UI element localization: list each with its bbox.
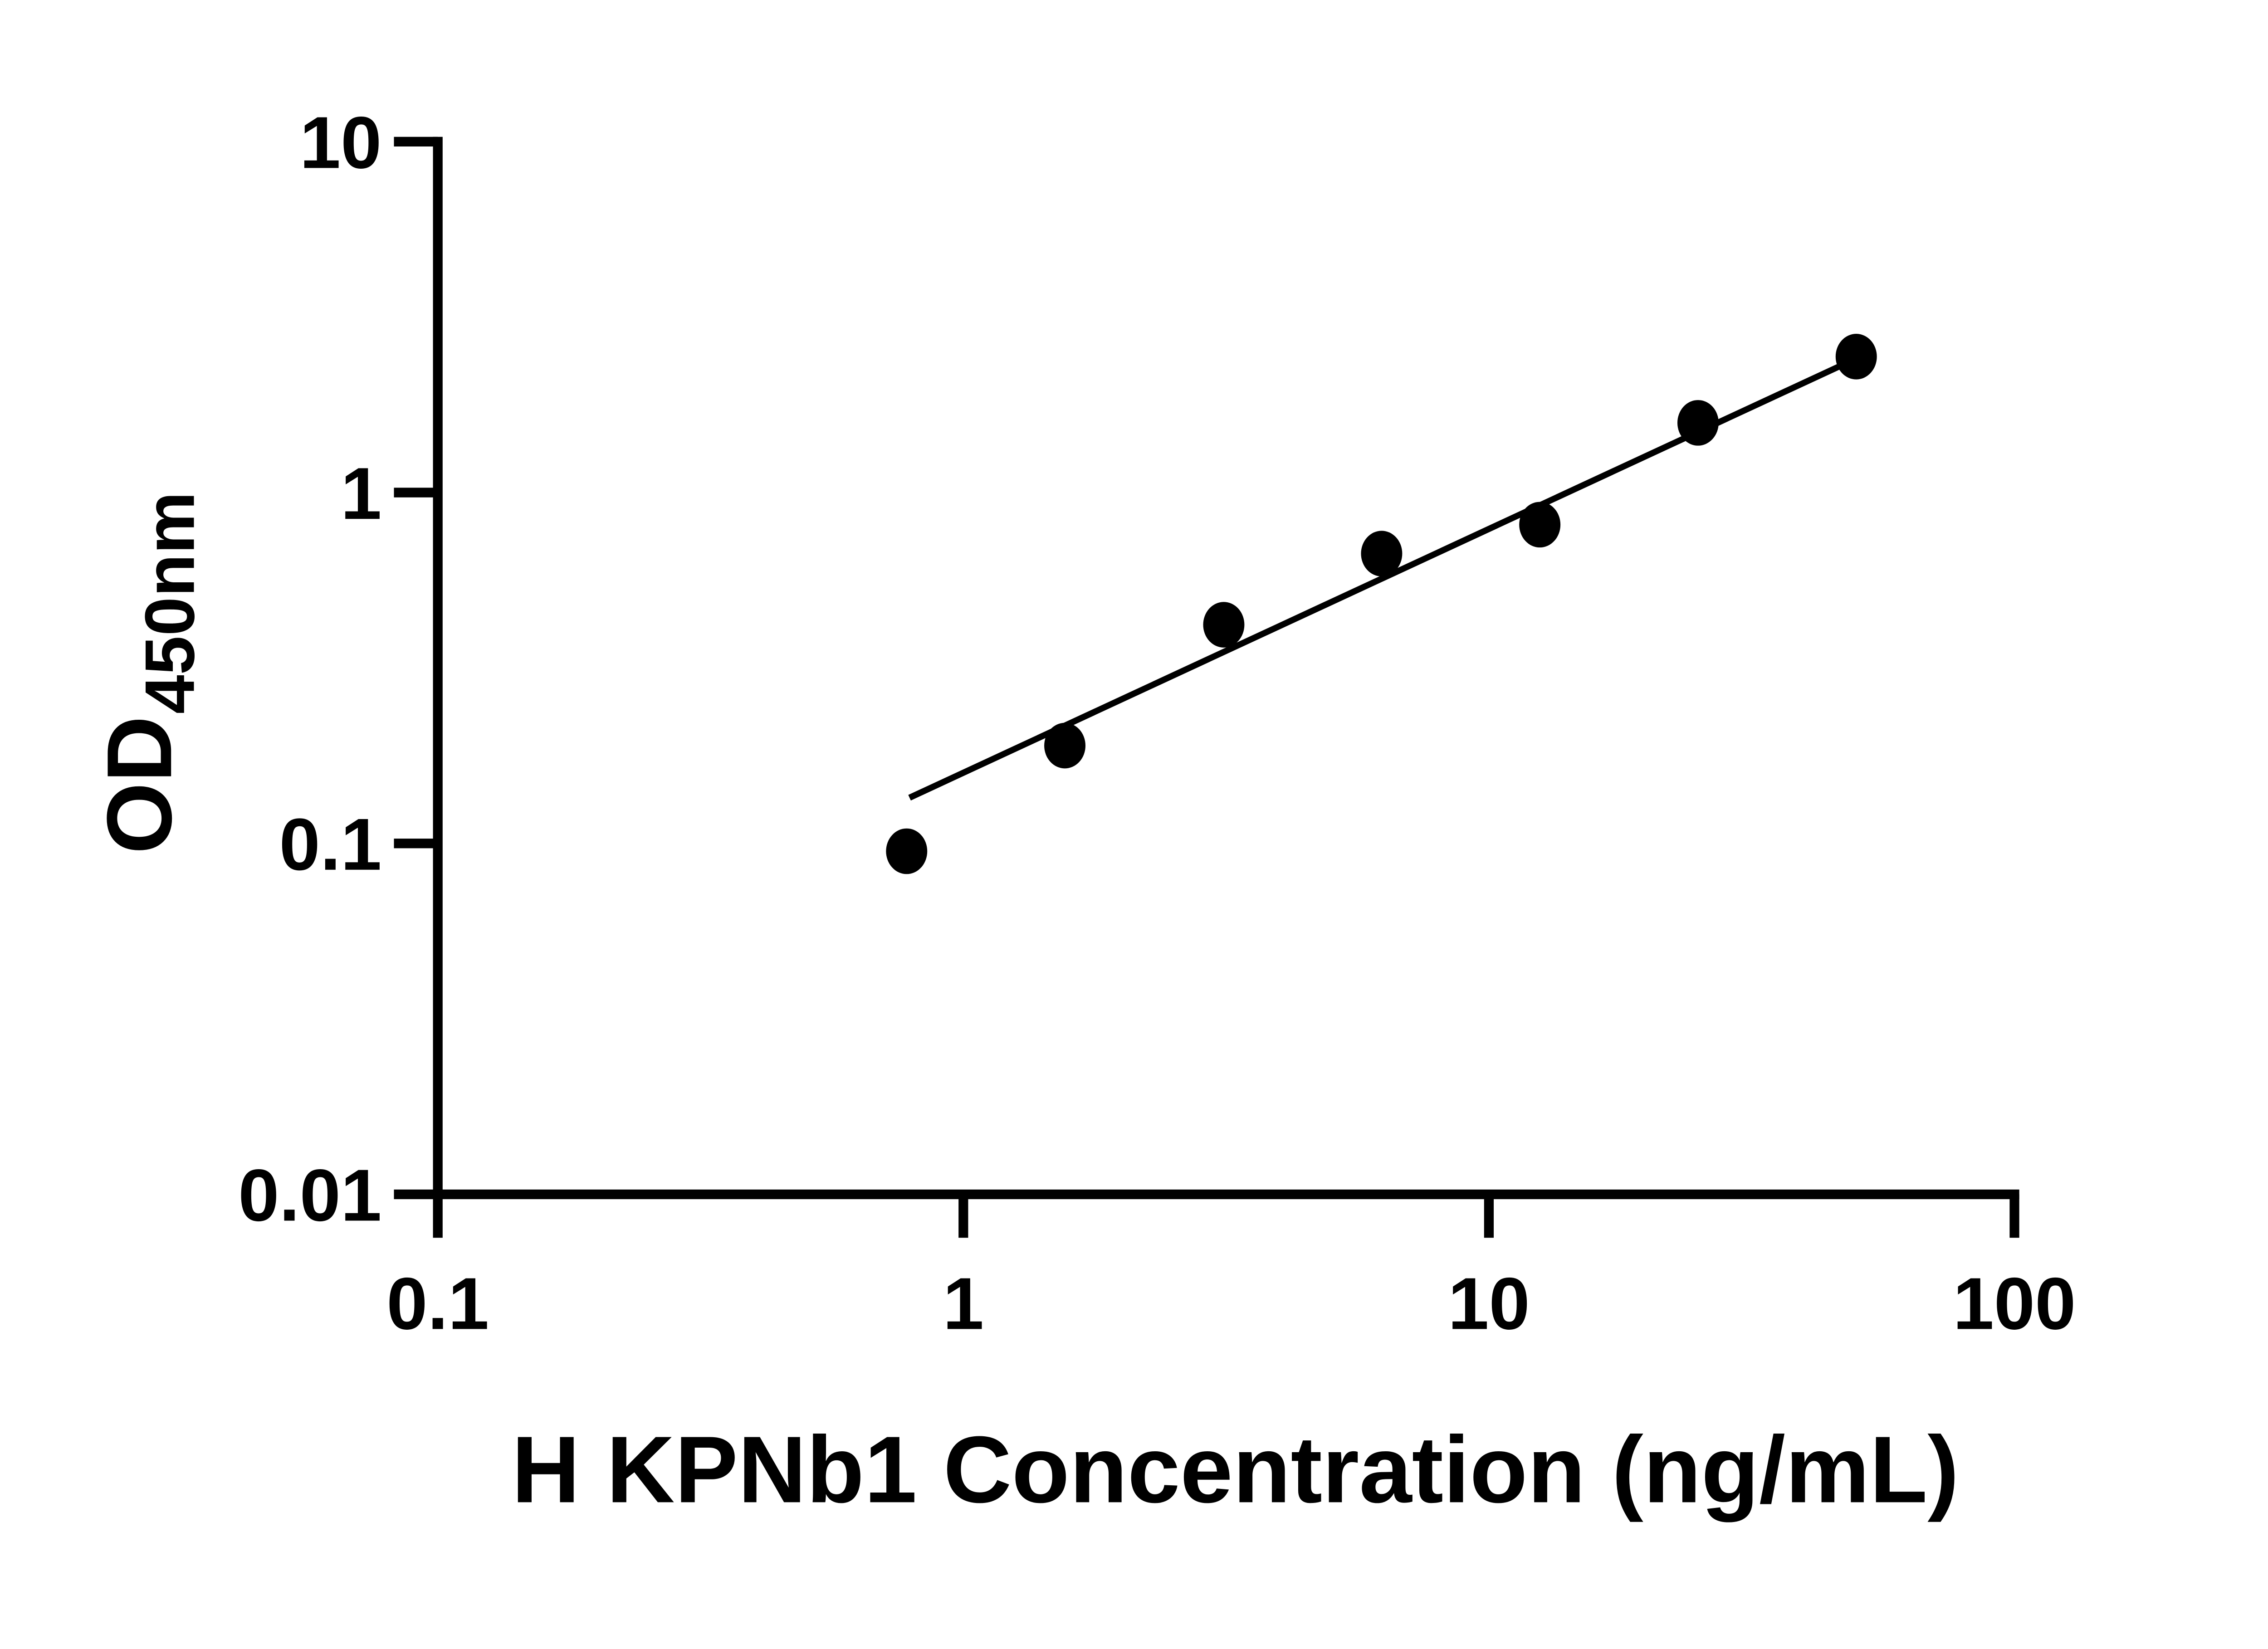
data-point	[1203, 602, 1245, 648]
y-tick-label: 0.1	[279, 804, 382, 886]
y-axis-title-subscript: 450nm	[130, 492, 209, 714]
elisa-standard-curve-figure: 0.01 0.1 1 10 0.1 1 10 100 H KPNb1 Concentratio…	[88, 102, 2076, 1523]
data-point	[1835, 334, 1877, 380]
data-point	[1519, 502, 1561, 548]
x-tick-label: 100	[1953, 1263, 2076, 1345]
y-tick-label: 0.01	[238, 1154, 381, 1236]
data-point	[1677, 400, 1719, 446]
data-point	[1044, 722, 1086, 769]
x-tick-label: 1	[943, 1263, 984, 1345]
x-tick-label: 10	[1448, 1263, 1530, 1345]
y-axis-title-main: OD	[88, 716, 191, 854]
y-tick-label: 1	[341, 453, 381, 535]
data-point	[886, 828, 928, 874]
data-point	[1361, 531, 1403, 576]
y-axis-title: OD 450nm	[88, 492, 209, 854]
x-tick-label: 0.1	[386, 1263, 489, 1345]
y-tick-label: 10	[300, 102, 382, 184]
x-axis-title: H KPNb1 Concentration (ng/mL)	[512, 1417, 1959, 1522]
